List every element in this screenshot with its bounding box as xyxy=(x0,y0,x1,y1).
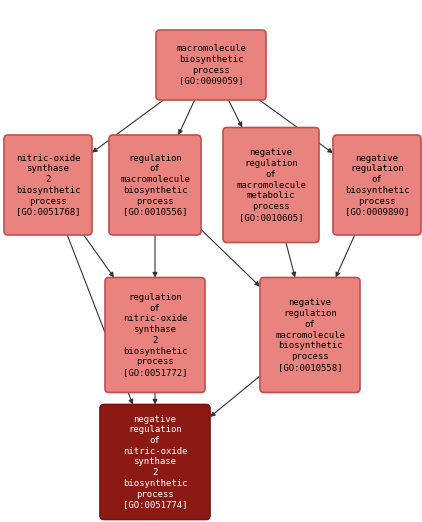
FancyBboxPatch shape xyxy=(4,135,92,235)
FancyBboxPatch shape xyxy=(223,127,319,243)
FancyBboxPatch shape xyxy=(156,30,266,100)
Text: negative
regulation
of
macromolecule
metabolic
process
[GO:0010605]: negative regulation of macromolecule met… xyxy=(236,148,306,222)
FancyBboxPatch shape xyxy=(105,278,205,393)
FancyBboxPatch shape xyxy=(109,135,201,235)
Text: macromolecule
biosynthetic
process
[GO:0009059]: macromolecule biosynthetic process [GO:0… xyxy=(176,44,246,86)
Text: nitric-oxide
synthase
2
biosynthetic
process
[GO:0051768]: nitric-oxide synthase 2 biosynthetic pro… xyxy=(16,153,80,217)
FancyBboxPatch shape xyxy=(260,278,360,393)
FancyBboxPatch shape xyxy=(100,405,210,519)
Text: regulation
of
macromolecule
biosynthetic
process
[GO:0010556]: regulation of macromolecule biosynthetic… xyxy=(120,153,190,217)
Text: negative
regulation
of
nitric-oxide
synthase
2
biosynthetic
process
[GO:0051774]: negative regulation of nitric-oxide synt… xyxy=(123,414,187,509)
Text: negative
regulation
of
biosynthetic
process
[GO:0009890]: negative regulation of biosynthetic proc… xyxy=(345,153,409,217)
Text: negative
regulation
of
macromolecule
biosynthetic
process
[GO:0010558]: negative regulation of macromolecule bio… xyxy=(275,298,345,372)
FancyBboxPatch shape xyxy=(333,135,421,235)
Text: regulation
of
nitric-oxide
synthase
2
biosynthetic
process
[GO:0051772]: regulation of nitric-oxide synthase 2 bi… xyxy=(123,293,187,377)
